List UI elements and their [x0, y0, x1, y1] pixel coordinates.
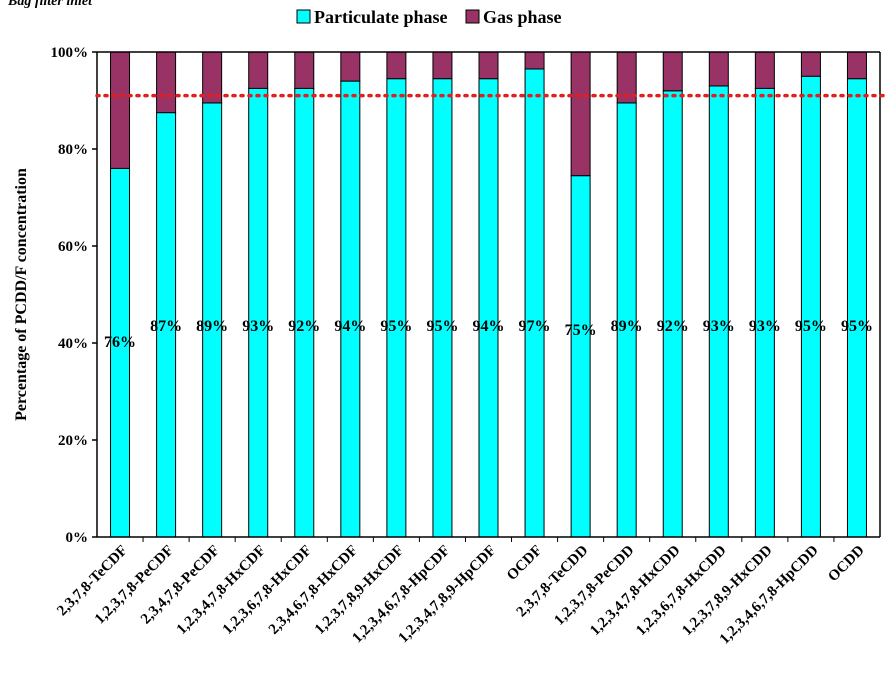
bar-gas	[570, 51, 591, 177]
data-label: 87%	[150, 318, 182, 335]
y-tick-label: 80%	[58, 142, 88, 158]
data-label: 89%	[611, 318, 643, 335]
y-tick-label: 100%	[51, 45, 89, 61]
bar-particulate	[386, 78, 407, 538]
bar-gas	[846, 51, 867, 80]
bar-gas	[294, 51, 315, 89]
bar-gas	[340, 51, 361, 82]
data-label: 94%	[334, 318, 366, 335]
data-label: 76%	[104, 334, 136, 351]
bar-gas	[800, 51, 821, 77]
bar-gas	[248, 51, 269, 89]
bar-particulate	[524, 68, 545, 538]
y-tick-label: 20%	[58, 433, 88, 449]
data-label: 97%	[519, 318, 551, 335]
data-label: 95%	[795, 318, 827, 335]
y-tick-label: 0%	[66, 530, 89, 546]
bar-particulate	[570, 175, 591, 538]
data-label: 95%	[380, 318, 412, 335]
bar-particulate	[800, 75, 821, 538]
y-tick-label: 40%	[58, 336, 88, 352]
bar-gas	[662, 51, 683, 92]
bar-particulate	[340, 80, 361, 538]
bar-particulate	[846, 78, 867, 538]
bar-gas	[708, 51, 729, 87]
bar-gas	[478, 51, 499, 80]
bar-particulate	[662, 90, 683, 538]
x-tick-label: 1,2,3,4,7,8-HxCDF	[174, 543, 269, 638]
x-tick-label: 1,2,3,7,8,9-HxCDF	[312, 543, 407, 638]
legend-swatch-particulate	[296, 9, 311, 24]
bar-gas	[110, 51, 131, 169]
bar-gas	[432, 51, 453, 80]
bar-gas	[754, 51, 775, 89]
x-tick-label: 1,2,3,6,7,8-HxCDF	[220, 543, 315, 638]
x-tick-label: OCDF	[504, 543, 545, 584]
bar-particulate	[432, 78, 453, 538]
data-label: 95%	[841, 318, 873, 335]
x-tick-label: 1,2,3,7,8-PeCDF	[92, 543, 177, 628]
legend-swatch-gas	[465, 9, 480, 24]
data-label: 95%	[426, 318, 458, 335]
x-tick-label: OCDD	[825, 542, 868, 585]
bar-gas	[386, 51, 407, 80]
bar-particulate	[294, 87, 315, 538]
x-tick-label: 1,2,3,7,8-PeCDD	[551, 542, 637, 628]
data-label: 92%	[288, 318, 320, 335]
bar-particulate	[248, 87, 269, 538]
data-label: 89%	[196, 318, 228, 335]
bar-particulate	[110, 167, 131, 538]
legend-label-gas: Gas phase	[483, 7, 562, 27]
bar-particulate	[708, 85, 729, 538]
data-label: 93%	[703, 318, 735, 335]
bar-gas	[156, 51, 177, 114]
bar-particulate	[478, 78, 499, 538]
y-axis-label: Percentage of PCDD/F concentration	[13, 168, 30, 421]
y-tick-label: 60%	[58, 239, 88, 255]
data-label: 75%	[565, 322, 597, 339]
data-label: 94%	[473, 318, 505, 335]
data-label: 93%	[242, 318, 274, 335]
data-label: 93%	[749, 318, 781, 335]
bar-gas	[524, 51, 545, 70]
corner-caption: Bag filter inlet	[8, 0, 92, 9]
bar-particulate	[754, 87, 775, 538]
x-tick-label: 2,3,4,6,7,8-HxCDF	[266, 543, 361, 638]
legend-label-particulate: Particulate phase	[314, 7, 447, 27]
data-label: 92%	[657, 318, 689, 335]
x-tick-label: 2,3,4,7,8-PeCDF	[138, 543, 223, 628]
